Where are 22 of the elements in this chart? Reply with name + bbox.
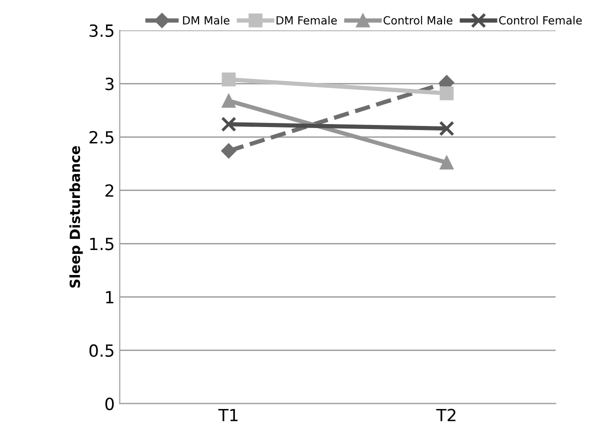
legend-label: Control Female bbox=[499, 16, 582, 25]
y-tick-label: 2.5 bbox=[90, 130, 114, 144]
point bbox=[440, 156, 454, 170]
point bbox=[221, 116, 236, 132]
x-tick-label: T1 bbox=[218, 408, 238, 422]
point bbox=[439, 120, 454, 136]
y-tick-label: 0 bbox=[105, 398, 114, 410]
y-tick-label: 3.5 bbox=[90, 24, 114, 37]
x-tick-label: T2 bbox=[436, 408, 456, 422]
legend-label: DM Male bbox=[183, 16, 230, 25]
legend-label: Control Male bbox=[384, 16, 452, 25]
y-tick-label: 0.5 bbox=[89, 344, 114, 357]
y-tick-label: 1.5 bbox=[90, 238, 114, 250]
y-tick-label: 1 bbox=[106, 291, 114, 304]
y-tick-label: 2 bbox=[105, 184, 114, 197]
y-tick-label: 3 bbox=[106, 78, 114, 90]
point bbox=[222, 94, 236, 108]
y-axis-title: Sleep Disturbance bbox=[69, 146, 83, 288]
legend-label: DM Female bbox=[276, 16, 337, 25]
point bbox=[440, 86, 454, 100]
point bbox=[222, 72, 236, 86]
point bbox=[221, 143, 236, 158]
